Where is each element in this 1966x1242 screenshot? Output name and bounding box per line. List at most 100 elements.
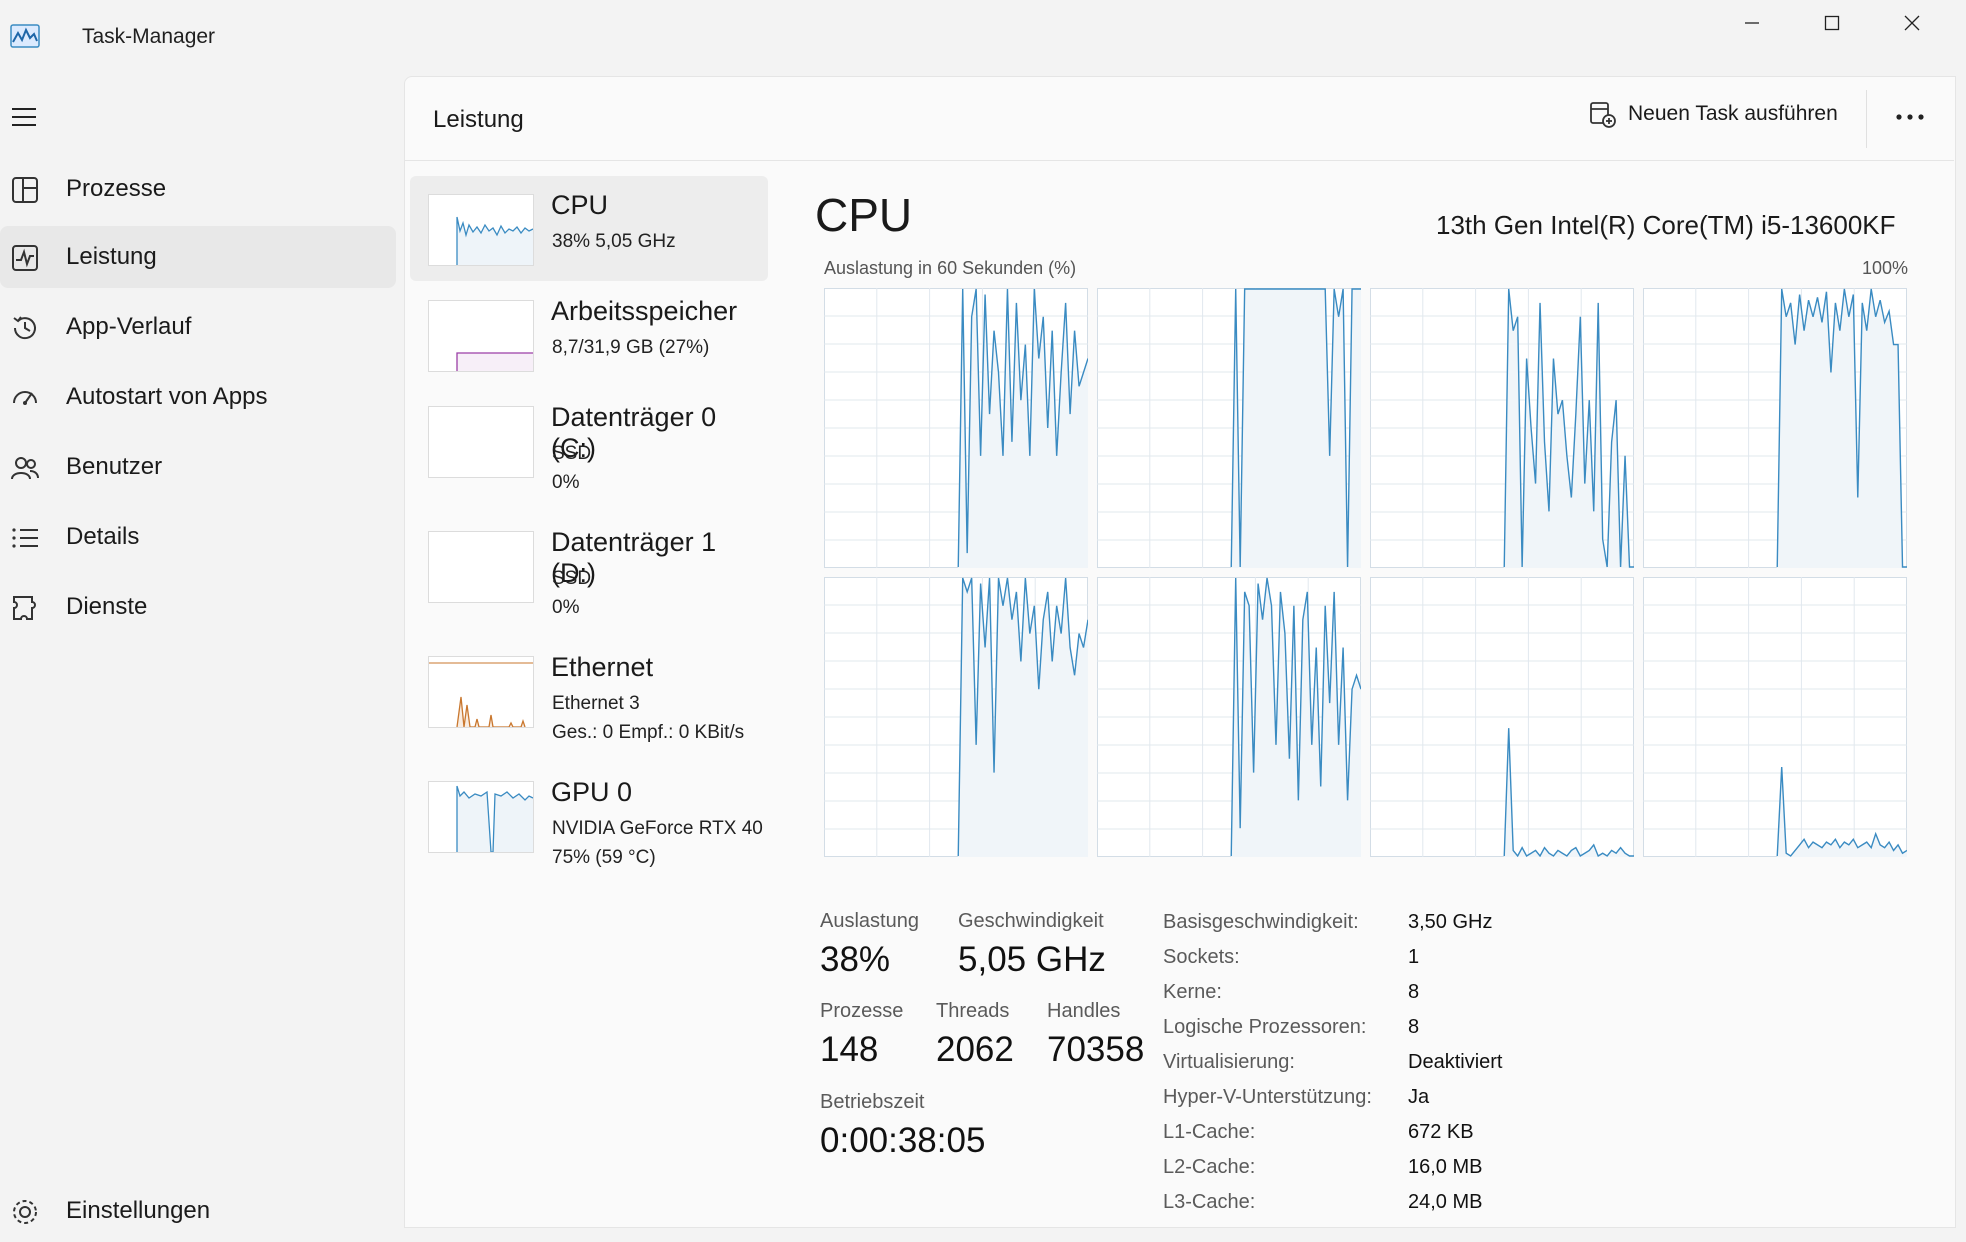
core-usage-line	[1503, 728, 1634, 857]
nav-label-leistung: Leistung	[66, 243, 157, 270]
stat-betriebszeit-label: Betriebszeit	[820, 1091, 925, 1113]
prop-value: 1	[1408, 946, 1420, 968]
new-task-icon	[1590, 102, 1616, 128]
history-icon	[10, 313, 40, 343]
resource-disk0-type: SSD	[552, 443, 592, 464]
nav-label-benutzer: Benutzer	[66, 453, 163, 480]
maximize-icon	[1824, 15, 1840, 31]
resource-memory-usage: 8,7/31,9 GB (27%)	[552, 337, 710, 358]
nav-item-details[interactable]: Details	[0, 506, 396, 568]
cpu-graph-2	[1097, 288, 1361, 568]
core-usage-line	[957, 577, 1088, 857]
prop-value: 16,0 MB	[1408, 1156, 1483, 1178]
cpu-model-name: 13th Gen Intel(R) Core(TM) i5-13600KF	[1436, 210, 1896, 240]
run-new-task-button[interactable]: Neuen Task ausführen	[1588, 100, 1838, 128]
graph-max-label: 100%	[1862, 258, 1909, 278]
resource-disk0-title: Datenträger 0 (C:)	[551, 402, 717, 463]
prop-label: Logische Prozessoren:	[1163, 1016, 1367, 1038]
cpu-graph-1	[824, 288, 1088, 568]
nav-item-benutzer[interactable]: Benutzer	[0, 436, 396, 498]
nav-item-prozesse[interactable]: Prozesse	[0, 158, 396, 220]
header-divider	[1866, 90, 1867, 148]
minimize-icon	[1745, 22, 1759, 24]
hamburger-icon	[12, 108, 36, 126]
prop-value: 24,0 MB	[1408, 1191, 1483, 1213]
cpu-graph-5	[824, 577, 1088, 857]
stat-threads-label: Threads	[936, 1000, 1010, 1022]
resource-memory[interactable]: Arbeitsspeicher 8,7/31,9 GB (27%)	[410, 282, 768, 387]
core-usage-line	[957, 288, 1088, 568]
resource-gpu-usage: 75% (59 °C)	[552, 847, 656, 868]
prop-label: Virtualisierung:	[1163, 1051, 1295, 1073]
maximize-button[interactable]	[1792, 0, 1872, 46]
nav-item-dienste[interactable]: Dienste	[0, 576, 396, 638]
cpu-graph-7	[1370, 577, 1634, 857]
disk1-thumbnail-graph	[428, 531, 534, 603]
prop-value: 8	[1408, 1016, 1420, 1038]
resource-disk-0[interactable]: Datenträger 0 (C:) SSD 0%	[410, 388, 768, 493]
resource-memory-title: Arbeitsspeicher	[551, 296, 738, 326]
stat-prozesse-value: 148	[820, 1030, 879, 1069]
core-usage-area	[1777, 289, 1907, 568]
header-separator	[404, 160, 1954, 161]
close-icon	[1904, 15, 1920, 31]
cpu-graph-4	[1643, 288, 1907, 568]
cpu-graph-8	[1643, 577, 1907, 857]
nav-item-app-verlauf[interactable]: App-Verlauf	[0, 296, 396, 358]
nav-label-autostart: Autostart von Apps	[66, 383, 268, 410]
minimize-button[interactable]	[1712, 0, 1792, 46]
stat-threads-value: 2062	[936, 1030, 1014, 1069]
stat-prozesse-label: Prozesse	[820, 1000, 904, 1022]
resource-disk0-usage: 0%	[552, 472, 580, 493]
window-title: Task-Manager	[82, 25, 216, 48]
core-usage-line	[1776, 767, 1907, 857]
gpu-thumbnail-graph	[428, 781, 534, 853]
ethernet-thumbnail-graph	[428, 656, 534, 728]
core-usage-line	[1230, 577, 1361, 857]
resource-disk1-usage: 0%	[552, 597, 580, 618]
disk0-thumbnail-graph	[428, 406, 534, 478]
run-new-task-label: Neuen Task ausführen	[1628, 102, 1838, 125]
nav-label-dienste: Dienste	[66, 593, 148, 620]
resource-ethernet[interactable]: Ethernet Ethernet 3 Ges.: 0 Empf.: 0 KBi…	[410, 638, 768, 743]
prop-label: L1-Cache:	[1163, 1121, 1256, 1143]
more-options-button[interactable]	[1893, 100, 1927, 134]
resource-ethernet-title: Ethernet	[551, 652, 654, 682]
cpu-graph-3	[1370, 288, 1634, 568]
resource-cpu-title: CPU	[551, 190, 609, 220]
core-usage-line	[1776, 288, 1907, 568]
cpu-graph-6	[1097, 577, 1361, 857]
resource-gpu-model: NVIDIA GeForce RTX 40	[552, 818, 763, 839]
resource-ethernet-throughput: Ges.: 0 Empf.: 0 KBit/s	[552, 722, 745, 743]
core-usage-line	[1230, 288, 1361, 568]
startup-icon	[10, 383, 40, 413]
resource-cpu[interactable]: CPU 38% 5,05 GHz	[410, 176, 768, 281]
graph-caption: Auslastung in 60 Sekunden (%)	[824, 258, 1077, 278]
stat-handles-value: 70358	[1047, 1030, 1145, 1069]
memory-thumbnail-graph	[428, 300, 534, 372]
nav-item-leistung[interactable]: Leistung	[0, 226, 396, 288]
resource-disk1-title: Datenträger 1 (D:)	[551, 527, 717, 588]
more-dots-icon	[1896, 114, 1924, 120]
title-bar	[0, 0, 1966, 76]
prop-value: 672 KB	[1408, 1121, 1474, 1143]
resource-gpu[interactable]: GPU 0 NVIDIA GeForce RTX 40 75% (59 °C)	[410, 763, 768, 868]
nav-item-einstellungen[interactable]: Einstellungen	[0, 1180, 396, 1242]
prop-value: Ja	[1408, 1086, 1430, 1108]
prop-label: Sockets:	[1163, 946, 1240, 968]
resource-disk1-type: SSD	[552, 568, 592, 589]
users-icon	[10, 453, 40, 483]
stat-geschwindigkeit-label: Geschwindigkeit	[958, 910, 1104, 932]
prop-label: L3-Cache:	[1163, 1191, 1256, 1213]
prop-label: Kerne:	[1163, 981, 1222, 1003]
prop-value: Deaktiviert	[1408, 1051, 1503, 1073]
hamburger-menu-button[interactable]	[10, 106, 38, 133]
prop-value: 8	[1408, 981, 1420, 1003]
processes-icon	[10, 175, 40, 205]
close-button[interactable]	[1872, 0, 1952, 46]
resource-ethernet-adapter: Ethernet 3	[552, 693, 640, 714]
nav-item-autostart[interactable]: Autostart von Apps	[0, 366, 396, 428]
core-usage-area	[1231, 289, 1361, 568]
resource-disk-1[interactable]: Datenträger 1 (D:) SSD 0%	[410, 513, 768, 618]
nav-label-app-verlauf: App-Verlauf	[66, 313, 192, 340]
